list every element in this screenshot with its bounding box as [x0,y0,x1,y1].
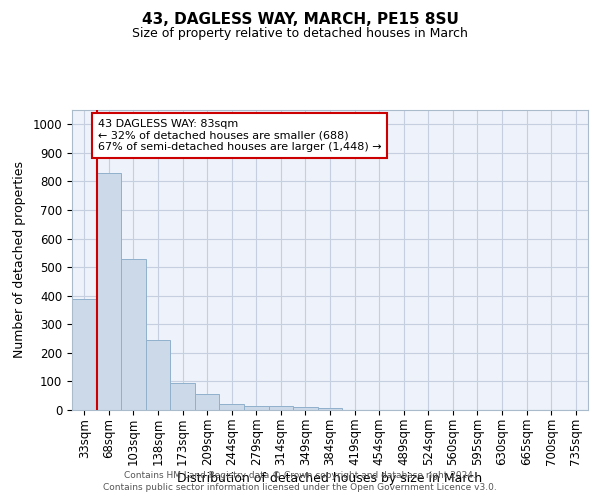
Text: 43 DAGLESS WAY: 83sqm
← 32% of detached houses are smaller (688)
67% of semi-det: 43 DAGLESS WAY: 83sqm ← 32% of detached … [98,119,382,152]
Text: Contains HM Land Registry data © Crown copyright and database right 2024.: Contains HM Land Registry data © Crown c… [124,471,476,480]
Bar [121,258,146,410]
Text: Size of property relative to detached houses in March: Size of property relative to detached ho… [132,28,468,40]
Text: 43, DAGLESS WAY, MARCH, PE15 8SU: 43, DAGLESS WAY, MARCH, PE15 8SU [142,12,458,28]
Bar [170,383,195,410]
Bar [244,406,269,410]
Bar [220,404,244,410]
Y-axis label: Number of detached properties: Number of detached properties [13,162,26,358]
Bar [293,407,318,410]
Bar [318,408,342,410]
Text: Contains public sector information licensed under the Open Government Licence v3: Contains public sector information licen… [103,484,497,492]
Bar [269,406,293,410]
Bar [72,298,97,410]
Bar [195,394,220,410]
X-axis label: Distribution of detached houses by size in March: Distribution of detached houses by size … [178,472,482,485]
Bar [146,340,170,410]
Bar [97,173,121,410]
